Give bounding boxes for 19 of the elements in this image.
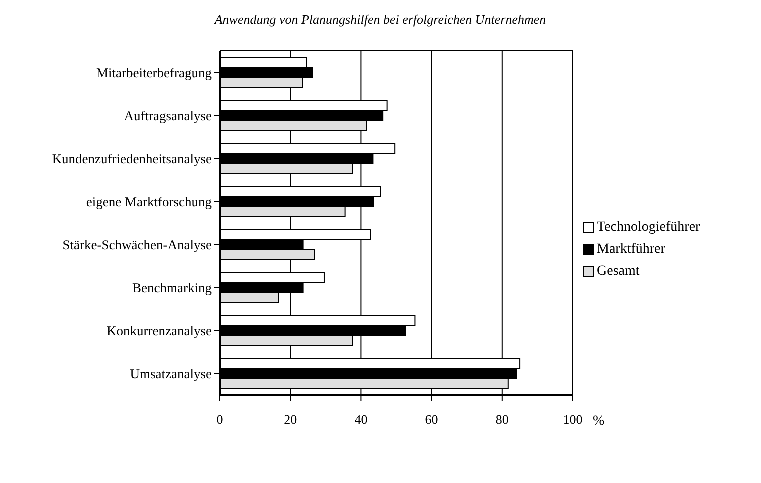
x-tick-label: 0: [216, 412, 224, 428]
y-tick-label: Kundenzufriedenheitsanalyse: [52, 151, 212, 166]
x-axis-title: %: [593, 414, 605, 429]
chart-title: Anwendung von Planungshilfen bei erfolgreichen Unternehmen: [213, 11, 548, 29]
x-tick-label: 40: [354, 412, 368, 428]
x-tick-label: 100: [563, 412, 583, 428]
x-tick-label: 80: [496, 412, 509, 428]
legend-label: Gesamt: [597, 264, 640, 280]
x-tick-label: 20: [284, 412, 298, 428]
y-tick-label: Konkurrenzanalyse: [107, 323, 212, 338]
x-tick-label: 60: [425, 412, 438, 428]
y-tick-label: Mitarbeiterbefragung: [96, 65, 212, 80]
legend-label: Marktführer: [597, 242, 666, 258]
y-tick-label: Stärke-Schwächen-Analyse: [62, 237, 212, 252]
y-tick-label: Auftragsanalyse: [124, 108, 212, 124]
y-tick-label: Umsatzanalyse: [130, 366, 212, 382]
y-tick-label: Benchmarking: [132, 280, 212, 296]
legend-label: Technologieführer: [597, 220, 700, 236]
y-tick-label: eigene Marktforschung: [86, 194, 212, 210]
